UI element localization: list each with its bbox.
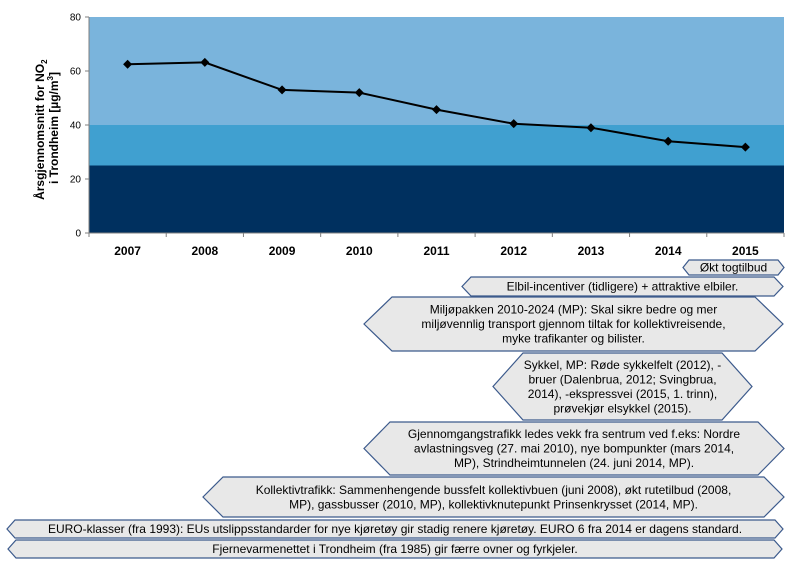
x-tick-label: 2011 <box>423 244 449 258</box>
data-point <box>123 59 133 69</box>
timeline-text: EURO-klasser (fra 1993): EUs utslippssta… <box>48 522 742 536</box>
timeline-text: 2014), -ekspressvei (2015, 1. trinn), <box>528 387 717 401</box>
timeline-text: Fjernevarmenettet i Trondheim (fra 1985)… <box>212 542 577 556</box>
timeline-text: Miljøpakken 2010-2024 (MP): Skal sikre b… <box>430 303 717 317</box>
data-point <box>740 142 750 152</box>
x-tick-label: 2009 <box>269 244 296 258</box>
timeline-text: miljøvennlig transport gjennom tiltak fo… <box>421 317 725 331</box>
y-tick-label: 0 <box>75 229 81 240</box>
timeline-text: prøvekjør elsykkel (2015). <box>553 401 691 415</box>
timeline-box <box>682 259 785 276</box>
timeline-text: myke trafikanter og bilister. <box>502 332 645 346</box>
x-axis-ticks: 2007 2008 2009 2010 2011 2012 2013 2014 2015 <box>88 233 785 258</box>
timeline-box <box>363 421 785 476</box>
y-tick-label: 20 <box>70 175 82 186</box>
y-tick-label: 60 <box>70 67 82 78</box>
x-tick-label: 2014 <box>655 244 682 258</box>
timeline-text: MP), Strindheimtunnelen (24. juni 2014, … <box>454 456 694 470</box>
band-0 <box>89 165 784 233</box>
y-axis-label: Årsgjennomsnitt for NO2 i Trondheim [µg/… <box>32 56 61 200</box>
data-point <box>354 88 364 98</box>
x-tick-label: 2013 <box>578 244 605 258</box>
measures-timeline: Økt togtilbud Elbil-incentiver (tidligere… <box>6 259 785 559</box>
timeline-item-3: Sykkel, MP: Røde sykkelfelt (2012), -bru… <box>492 352 753 421</box>
timeline-box <box>461 276 784 297</box>
timeline-box <box>202 476 785 518</box>
x-tick-label: 2008 <box>191 244 218 258</box>
timeline-text: bruer (Dalenbrua, 2012; Svingbrua, <box>528 372 716 386</box>
background-bands <box>89 17 784 233</box>
timeline-box <box>6 519 784 539</box>
data-point <box>277 85 287 95</box>
timeline-text: Sykkel, MP: Røde sykkelfelt (2012), - <box>524 358 721 372</box>
data-point <box>509 119 519 129</box>
timeline-item-6: EURO-klasser (fra 1993): EUs utslippssta… <box>6 519 784 539</box>
y-tick-label: 80 <box>70 13 82 24</box>
timeline-item-2: Miljøpakken 2010-2024 (MP): Skal sikre b… <box>363 296 784 352</box>
timeline-item-5: Kollektivtrafikk: Sammenhengende bussfel… <box>202 476 785 518</box>
data-point <box>200 57 210 67</box>
data-point <box>586 123 596 133</box>
timeline-text: Kollektivtrafikk: Sammenhengende bussfel… <box>256 483 732 497</box>
timeline-text: MP), gassbusser (2010, MP), kollektivknu… <box>289 497 698 511</box>
timeline-item-0: Økt togtilbud <box>682 259 785 276</box>
y-axis-ticks: 0 20 40 60 80 <box>70 13 89 240</box>
timeline-text: Elbil-incentiver (tidligere) + attraktiv… <box>507 280 739 294</box>
timeline-box <box>7 539 783 559</box>
data-point <box>432 105 441 115</box>
x-tick-label: 2012 <box>500 244 527 258</box>
x-tick-label: 2010 <box>346 244 373 258</box>
timeline-item-4: Gjennomgangstrafikk ledes vekk fra sentr… <box>363 421 785 476</box>
timeline-text: avlastningsveg (27. mai 2010), nye bompu… <box>414 442 734 456</box>
y-tick-label: 40 <box>70 121 82 132</box>
timeline-item-7: Fjernevarmenettet i Trondheim (fra 1985)… <box>7 539 783 559</box>
timeline-box <box>363 296 784 352</box>
band-1 <box>89 125 784 166</box>
x-tick-label: 2007 <box>114 244 141 258</box>
series-no2 <box>123 57 750 152</box>
data-point <box>663 136 673 146</box>
timeline-box <box>492 352 753 421</box>
timeline-text: Økt togtilbud <box>700 261 767 275</box>
timeline-text: Gjennomgangstrafikk ledes vekk fra sentr… <box>408 427 740 441</box>
x-tick-label: 2015 <box>732 244 759 258</box>
timeline-item-1: Elbil-incentiver (tidligere) + attraktiv… <box>461 276 784 297</box>
